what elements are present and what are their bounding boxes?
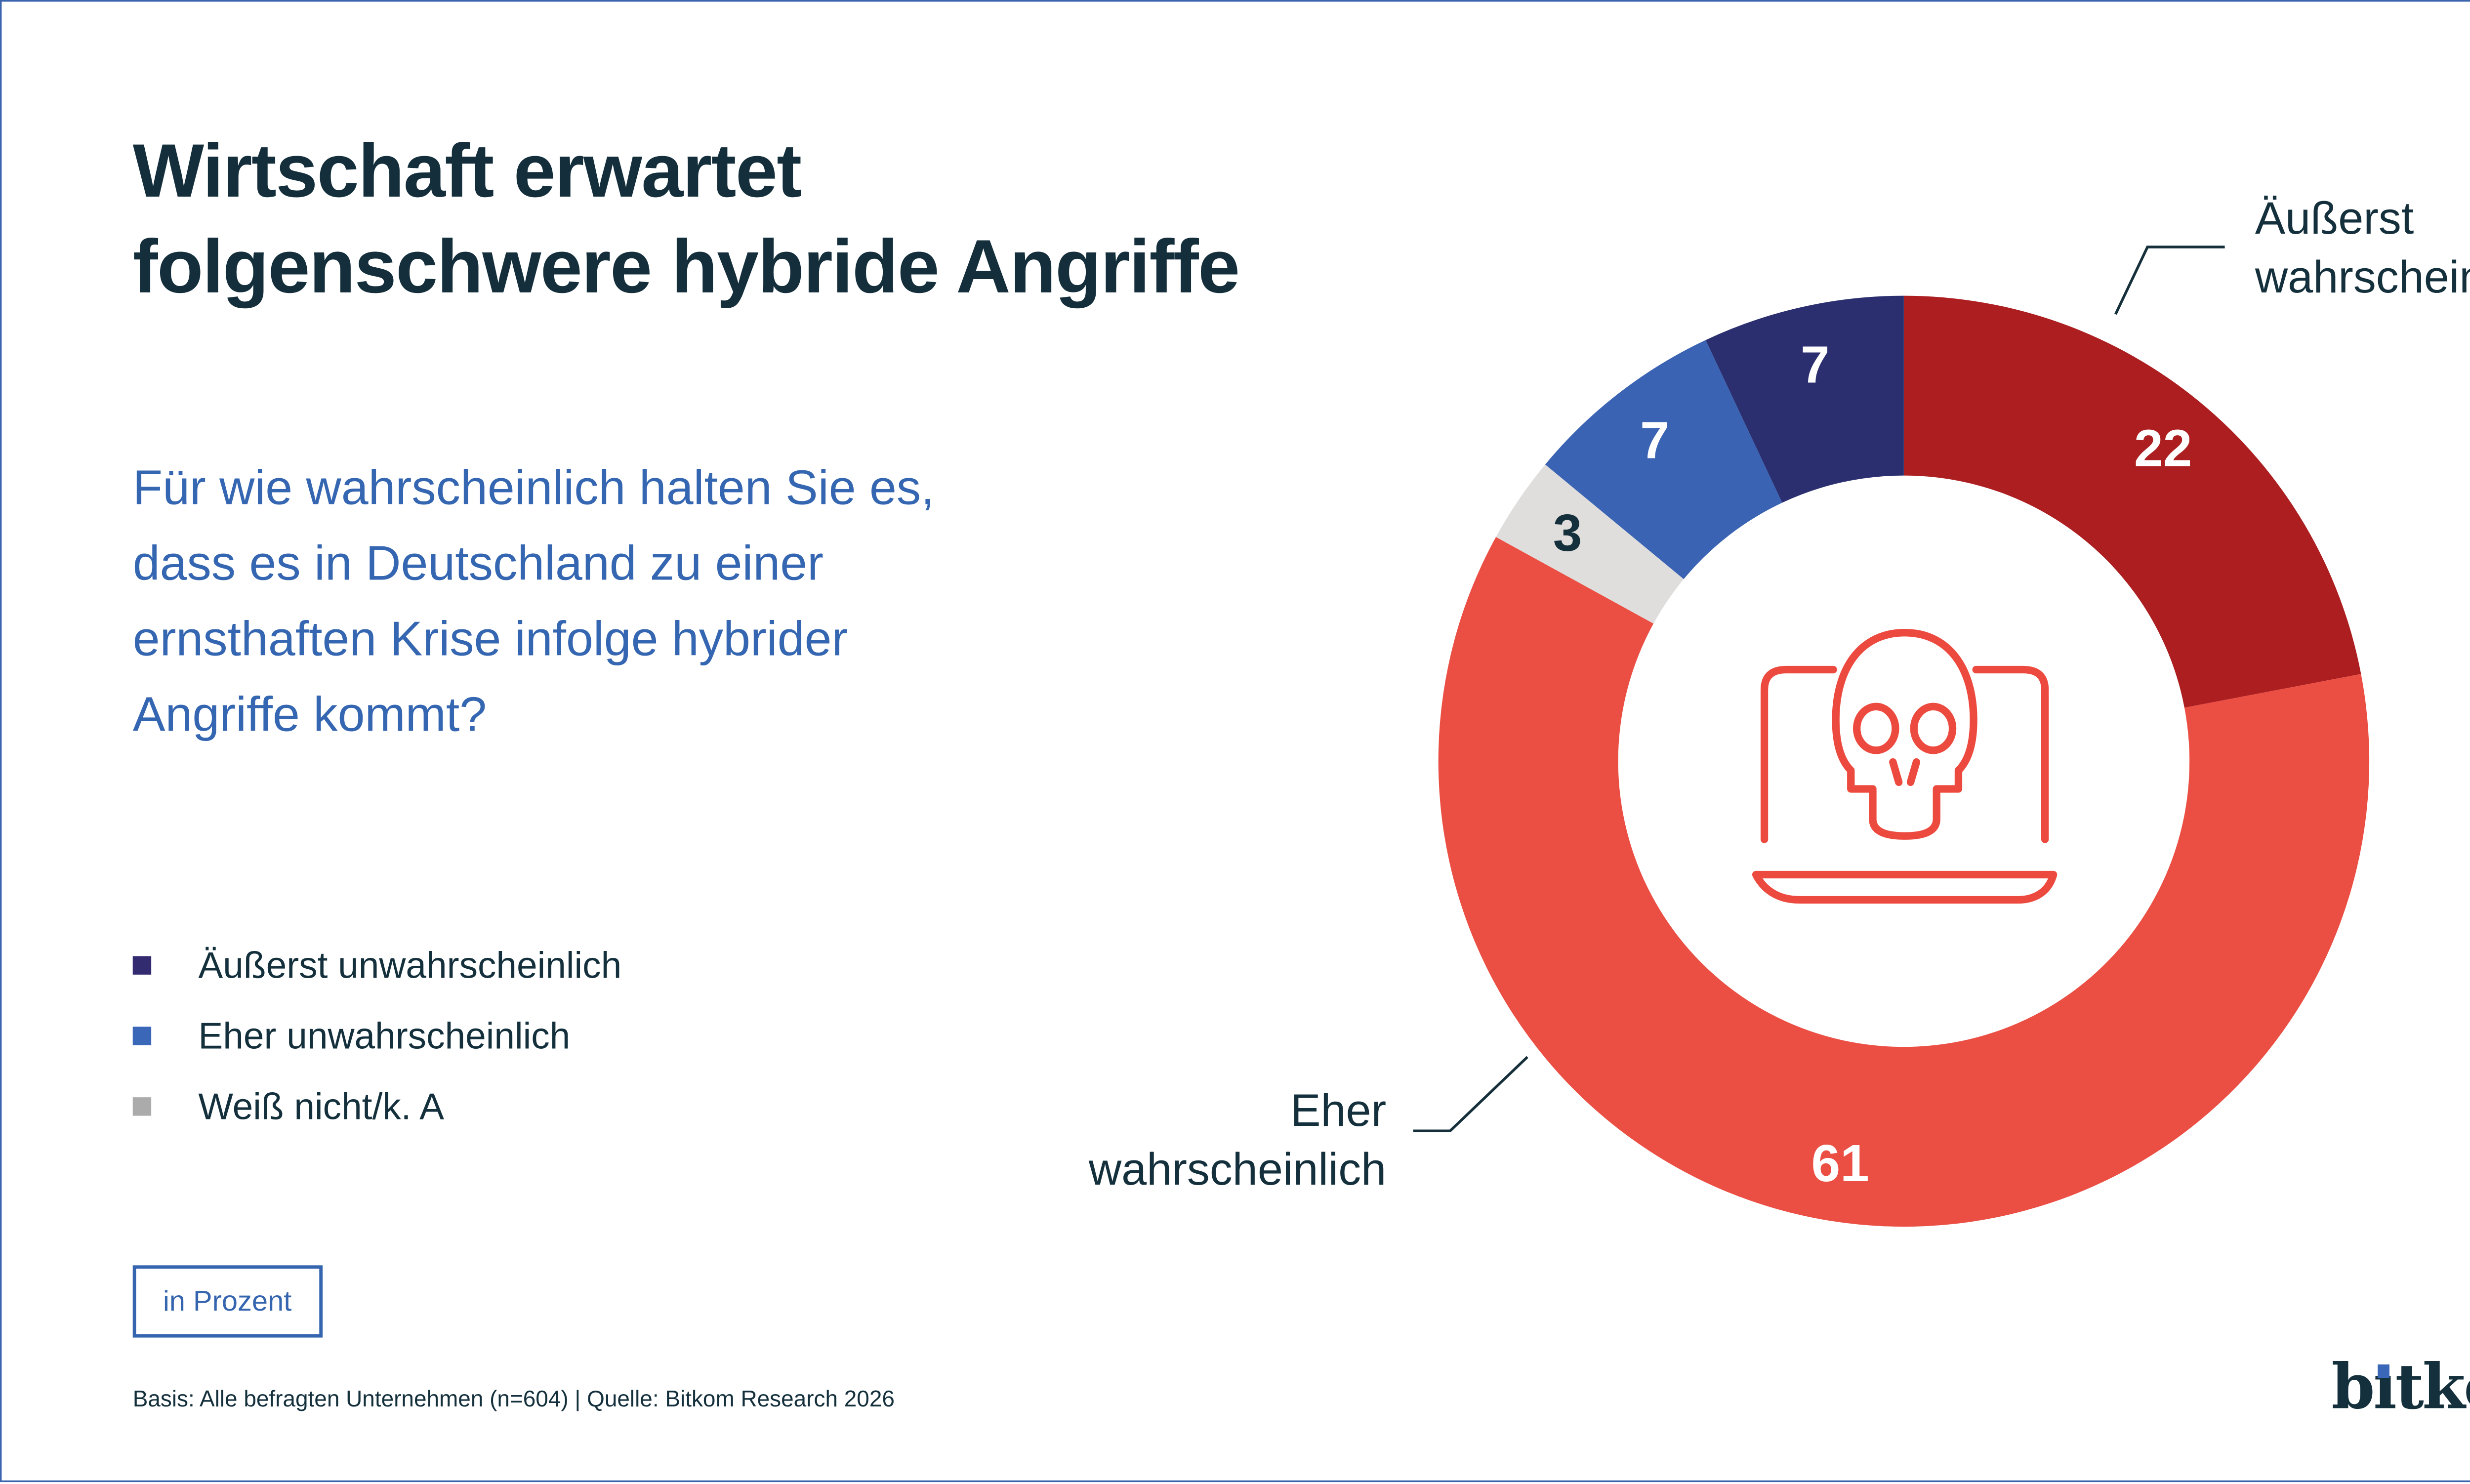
survey-question: Für wie wahrscheinlich halten Sie es, da… [133, 452, 935, 754]
callout-label-line: Äußerst [2255, 193, 2414, 244]
logo-blue-dot [2377, 1364, 2390, 1377]
skull-left-eye [1853, 702, 1899, 754]
callout-label-line: wahrscheinlich [1088, 1144, 1387, 1195]
skull [1832, 629, 1977, 840]
laptop-base [1752, 870, 2058, 904]
unit-badge: in Prozent [132, 1265, 322, 1338]
donut-value-label-u-erst-unwahrscheinlich: 7 [1801, 336, 1830, 394]
logo-letter-i: ı [2373, 1349, 2397, 1424]
donut-value-label-eher-wahrscheinlich: 61 [1811, 1135, 1869, 1193]
legend-swatch-gray [132, 1097, 152, 1116]
bitkom-logo: bıtkom [2331, 1349, 2470, 1424]
page-title: Wirtschaft erwartet folgenschwere hybrid… [132, 123, 1240, 314]
survey-question-line1: Für wie wahrscheinlich halten Sie es, [132, 462, 935, 516]
legend-swatch-blue [132, 1027, 152, 1045]
legend-item-eher-unwahrscheinlich: Eher unwahrscheinlich [132, 1014, 622, 1056]
legend-label: Eher unwahrscheinlich [198, 1014, 571, 1056]
callout-label-aeusserst-wahrscheinlich: Äußerst wahrscheinlich [2255, 190, 2470, 307]
laptop-screen-left-frame [1760, 665, 1837, 843]
legend: Äußerst unwahrscheinlich Eher unwahrsche… [132, 943, 622, 1158]
callout-label-eher-wahrscheinlich: Eher wahrscheinlich [1089, 1082, 1386, 1200]
donut-value-label-u-erst-wahrscheinlich: 22 [2134, 420, 2192, 478]
page-title-line1: Wirtschaft erwartet [132, 127, 802, 213]
donut-segment-u-erst-unwahrscheinlich [1705, 295, 1904, 503]
skull-outline [1832, 629, 1977, 840]
legend-item-aeusserst-unwahrscheinlich: Äußerst unwahrscheinlich [132, 943, 622, 986]
laptop-screen-right-frame [1972, 665, 2049, 843]
legend-swatch-navy [132, 956, 152, 975]
legend-item-weiss-nicht: Weiß nicht/k. A [132, 1084, 622, 1127]
donut-value-label-eher-unwahrscheinlich: 7 [1640, 412, 1669, 469]
survey-question-line2: dass es in Deutschland zu einer [132, 537, 824, 592]
callout-label-line: wahrscheinlich [2255, 252, 2470, 303]
callout-label-line: Eher [1290, 1085, 1387, 1136]
donut-segment-wei-nicht-k-a [1496, 464, 1684, 624]
callout-line-eher-wahrscheinlich [1413, 1056, 1528, 1132]
skull-left-nostril [1889, 758, 1903, 786]
callout-line-aeusserst-wahrscheinlich [2114, 246, 2225, 315]
unit-badge-label: in Prozent [163, 1284, 292, 1317]
skull-right-nostril [1906, 758, 1921, 786]
donut-segment-eher-unwahrscheinlich [1545, 340, 1782, 579]
donut-value-label-wei-nicht-k-a: 3 [1553, 504, 1582, 562]
survey-question-line4: Angriffe kommt? [132, 689, 487, 743]
legend-label: Äußerst unwahrscheinlich [198, 943, 622, 986]
source-note: Basis: Alle befragten Unternehmen (n=604… [132, 1386, 895, 1412]
survey-question-line3: ernsthaften Krise infolge hybrider [132, 613, 848, 667]
skull-right-eye [1910, 702, 1957, 754]
legend-label: Weiß nicht/k. A [198, 1084, 445, 1127]
page-title-line2: folgenschwere hybride Angriffe [132, 223, 1240, 309]
laptop-skull-icon [1752, 629, 2058, 904]
